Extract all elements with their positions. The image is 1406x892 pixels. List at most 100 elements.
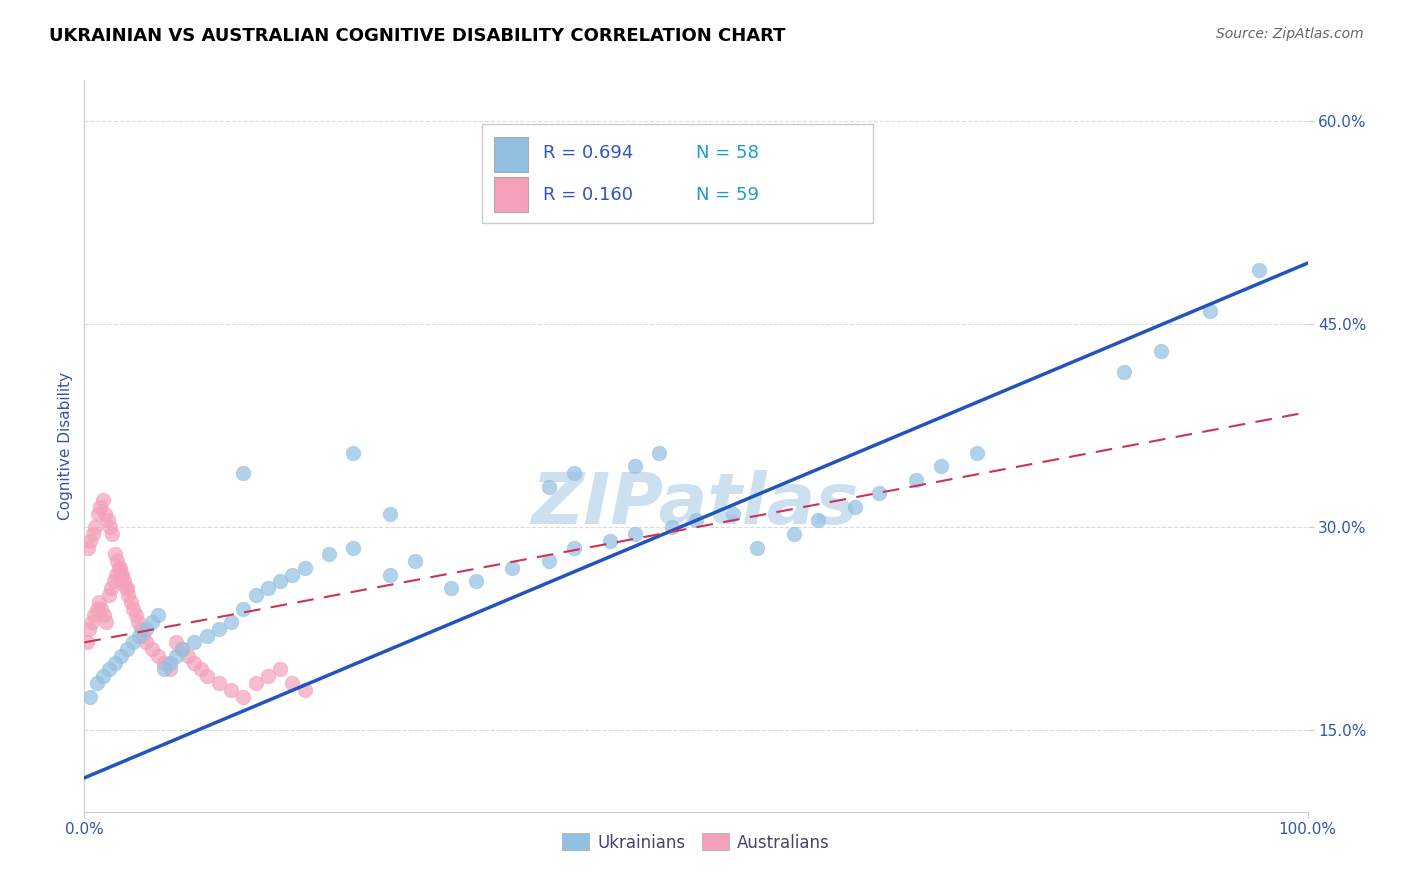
Point [1114, 364, 1136, 378]
FancyBboxPatch shape [494, 136, 529, 171]
Point [135, 635, 157, 649]
Point [219, 615, 242, 629]
Point [79, 690, 101, 704]
Point [98, 520, 121, 534]
Point [104, 547, 127, 561]
Point [165, 648, 187, 663]
Point [685, 514, 707, 528]
Point [648, 446, 671, 460]
Point [177, 648, 200, 663]
Point [440, 581, 463, 595]
Point [110, 648, 132, 663]
Point [87, 595, 110, 609]
Point [342, 446, 364, 460]
Legend: Ukrainians, Australians: Ukrainians, Australians [555, 827, 837, 858]
Point [232, 466, 254, 480]
Text: N = 58: N = 58 [696, 145, 759, 162]
Point [342, 541, 364, 555]
Point [86, 601, 108, 615]
Text: Source: ZipAtlas.com: Source: ZipAtlas.com [1216, 27, 1364, 41]
Point [783, 527, 806, 541]
Point [538, 480, 561, 494]
Point [100, 581, 122, 595]
Point [76, 635, 98, 649]
Point [257, 669, 280, 683]
Point [87, 507, 110, 521]
Text: R = 0.160: R = 0.160 [543, 186, 633, 204]
Point [89, 500, 111, 514]
Point [153, 663, 176, 677]
Point [190, 663, 212, 677]
Point [104, 656, 127, 670]
Point [1198, 303, 1220, 318]
Point [80, 615, 103, 629]
Point [538, 554, 561, 568]
FancyBboxPatch shape [494, 177, 529, 212]
Point [105, 554, 128, 568]
Point [257, 581, 280, 595]
Point [103, 574, 125, 589]
Point [82, 527, 104, 541]
Point [146, 648, 169, 663]
Point [153, 656, 176, 670]
Point [562, 541, 585, 555]
Point [105, 567, 128, 582]
Point [807, 514, 830, 528]
Point [129, 622, 152, 636]
Point [165, 635, 187, 649]
Point [245, 676, 267, 690]
Point [232, 690, 254, 704]
Point [97, 514, 120, 528]
Point [599, 533, 621, 548]
Point [101, 527, 124, 541]
Point [844, 500, 866, 514]
Text: N = 59: N = 59 [696, 186, 759, 204]
Point [159, 656, 181, 670]
Point [624, 459, 647, 474]
Point [747, 541, 769, 555]
Y-axis label: Cognitive Disability: Cognitive Disability [58, 372, 73, 520]
Point [905, 473, 928, 487]
Point [90, 601, 112, 615]
Point [115, 642, 138, 657]
Point [77, 622, 100, 636]
Point [380, 507, 402, 521]
Point [1247, 263, 1270, 277]
Point [159, 663, 181, 677]
Point [195, 629, 218, 643]
Point [318, 547, 340, 561]
Point [108, 561, 131, 575]
Point [107, 561, 129, 575]
Point [232, 601, 254, 615]
Point [91, 493, 114, 508]
Point [84, 520, 107, 534]
Point [219, 682, 242, 697]
Point [122, 601, 145, 615]
Point [93, 608, 115, 623]
Point [195, 669, 218, 683]
Point [661, 520, 683, 534]
Point [132, 629, 155, 643]
Point [115, 581, 138, 595]
Point [1150, 344, 1173, 359]
Point [97, 588, 120, 602]
Point [96, 615, 118, 629]
Point [135, 622, 157, 636]
Point [110, 567, 132, 582]
Point [562, 466, 585, 480]
Point [146, 608, 169, 623]
Point [929, 459, 952, 474]
Point [141, 615, 163, 629]
Point [94, 507, 117, 521]
Text: UKRAINIAN VS AUSTRALIAN COGNITIVE DISABILITY CORRELATION CHART: UKRAINIAN VS AUSTRALIAN COGNITIVE DISABI… [49, 27, 786, 45]
Point [380, 567, 402, 582]
Point [624, 527, 647, 541]
Point [172, 642, 194, 657]
Point [79, 533, 101, 548]
Point [111, 567, 134, 582]
Point [281, 676, 304, 690]
Point [125, 608, 148, 623]
Point [183, 656, 205, 670]
Text: ZIPatlas: ZIPatlas [533, 470, 859, 539]
Point [245, 588, 267, 602]
